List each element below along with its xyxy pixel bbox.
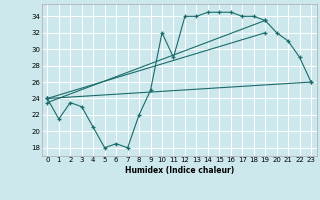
X-axis label: Humidex (Indice chaleur): Humidex (Indice chaleur) — [124, 166, 234, 175]
